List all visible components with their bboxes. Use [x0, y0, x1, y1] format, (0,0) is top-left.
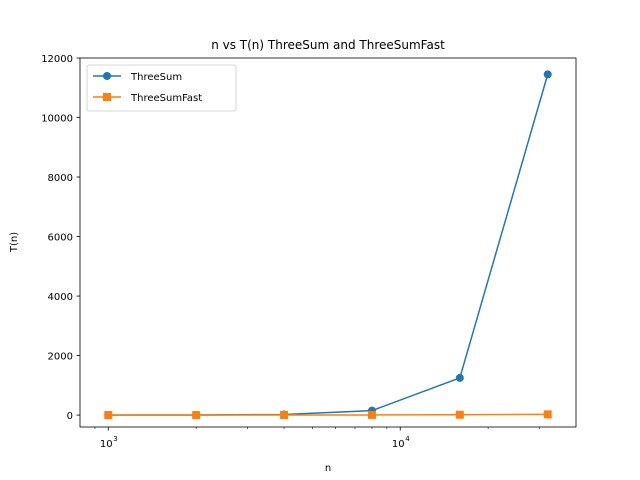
legend: ThreeSum ThreeSumFast	[86, 64, 237, 112]
y-tick-label: 12000	[41, 54, 73, 65]
data-point	[192, 411, 201, 420]
y-axis: 0 2000 4000 6000 8000 10000 12000	[41, 54, 80, 422]
data-point	[104, 411, 113, 420]
y-tick-label: 4000	[48, 292, 73, 303]
series-line	[108, 413, 548, 416]
data-point	[280, 411, 289, 420]
legend-label: ThreeSum	[130, 72, 182, 83]
legend-label: ThreeSumFast	[130, 93, 202, 104]
x-axis-label: n	[325, 463, 331, 474]
data-point	[543, 410, 552, 419]
x-tick-label-base: 10	[392, 439, 405, 450]
data-point	[455, 373, 464, 382]
y-tick-label: 8000	[48, 173, 73, 184]
x-tick-label: 10 4	[392, 435, 410, 450]
data-point	[455, 410, 464, 419]
x-tick-label-exponent: 3	[113, 435, 117, 443]
y-axis-label: T(n)	[9, 232, 20, 253]
series-threesumfast	[104, 410, 552, 420]
data-point	[543, 70, 552, 79]
data-point	[367, 410, 376, 419]
legend-entry: ThreeSumFast	[93, 93, 202, 104]
y-tick-label: 2000	[48, 352, 73, 363]
y-tick-label: 0	[67, 411, 73, 422]
plot-frame	[79, 57, 577, 428]
legend-marker	[103, 72, 111, 80]
y-tick-label: 6000	[48, 233, 73, 244]
x-tick-label: 10 3	[100, 435, 118, 450]
legend-box	[86, 64, 237, 112]
series-layer	[104, 70, 552, 420]
legend-marker	[103, 93, 111, 101]
x-tick-label-exponent: 4	[405, 435, 410, 443]
chart-title: n vs T(n) ThreeSum and ThreeSumFast	[211, 38, 445, 52]
legend-entry: ThreeSum	[93, 72, 182, 83]
y-tick-label: 10000	[41, 114, 73, 125]
x-tick-label-base: 10	[100, 439, 113, 450]
